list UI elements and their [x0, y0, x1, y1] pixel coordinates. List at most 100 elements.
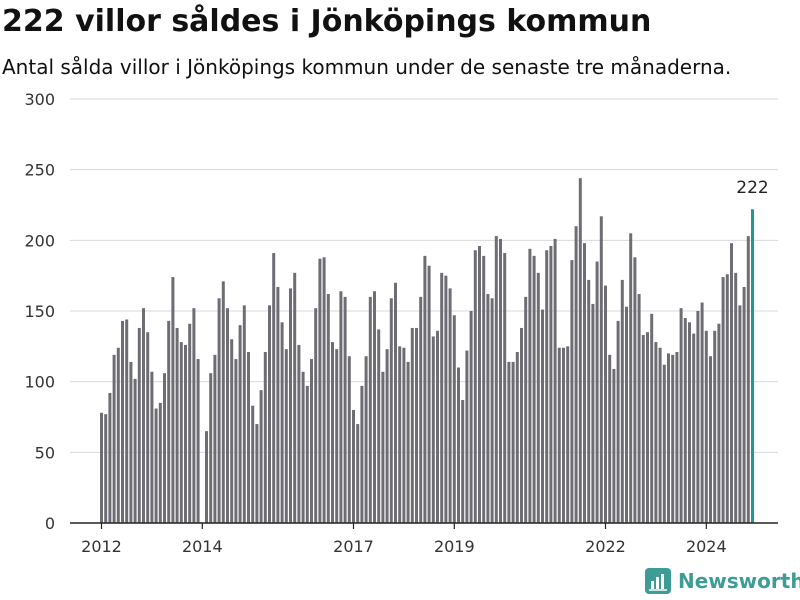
- bar: [499, 238, 502, 524]
- annotations: 222: [736, 178, 768, 198]
- bar: [217, 298, 221, 523]
- bar: [360, 385, 364, 523]
- bar: [251, 405, 255, 523]
- bar: [683, 318, 687, 523]
- bar: [465, 350, 469, 523]
- bar: [268, 305, 271, 523]
- bar: [675, 351, 679, 523]
- bar: [221, 281, 225, 523]
- bar: [570, 260, 574, 523]
- bar: [658, 347, 662, 523]
- bar: [461, 400, 465, 523]
- bar: [188, 323, 192, 523]
- bar: [108, 392, 112, 523]
- x-tick-label: 2012: [81, 537, 122, 556]
- bar: [532, 255, 536, 523]
- bar: [679, 308, 683, 523]
- bar: [209, 373, 213, 523]
- bar: [184, 344, 187, 523]
- bar: [713, 330, 717, 523]
- bar: [356, 424, 360, 523]
- bar: [368, 296, 372, 523]
- bar: [196, 359, 200, 523]
- bar: [469, 311, 473, 523]
- bar: [595, 261, 599, 523]
- bar: [175, 327, 179, 523]
- bar: [347, 356, 351, 523]
- bar: [629, 233, 633, 523]
- bar: [524, 296, 528, 523]
- bar: [255, 424, 259, 523]
- bar: [377, 329, 381, 523]
- bar: [730, 243, 733, 523]
- bar: [339, 291, 343, 523]
- bar: [125, 319, 129, 523]
- bar: [171, 277, 175, 523]
- bar: [398, 346, 402, 523]
- bar: [318, 258, 322, 523]
- bar: [536, 272, 540, 523]
- bar: [326, 294, 330, 523]
- bar: [179, 342, 183, 523]
- bar: [133, 378, 137, 523]
- bar: [272, 253, 276, 523]
- bar: [310, 359, 313, 523]
- bar: [633, 257, 637, 523]
- bar: [389, 298, 393, 523]
- x-tick-label: 2019: [434, 537, 475, 556]
- bar: [583, 243, 586, 523]
- bar: [490, 298, 494, 523]
- bar: [557, 347, 561, 523]
- y-tick-label: 0: [45, 514, 55, 533]
- bar: [528, 248, 532, 523]
- bar: [154, 408, 158, 523]
- bar: [725, 274, 729, 523]
- bar: [394, 282, 397, 523]
- bar: [331, 342, 334, 523]
- bar: [259, 390, 263, 523]
- bar-latest: [751, 209, 754, 524]
- bar: [305, 385, 309, 523]
- bar: [612, 368, 616, 523]
- bar: [322, 257, 326, 523]
- bar: [608, 354, 612, 523]
- bar: [545, 250, 549, 523]
- bar: [742, 286, 746, 523]
- bar: [520, 327, 523, 523]
- y-tick-label: 150: [24, 302, 55, 321]
- bar: [709, 356, 712, 523]
- bar: [562, 347, 565, 523]
- bar: [100, 412, 103, 523]
- bar: [242, 305, 246, 523]
- bar: [364, 356, 368, 523]
- bar: [549, 245, 553, 523]
- bar: [314, 308, 318, 523]
- bar: [373, 291, 376, 523]
- bar: [671, 354, 675, 523]
- x-axis-labels: 2012 2014 2017 2019 2022 2024: [81, 537, 727, 556]
- bar: [507, 361, 511, 523]
- bar: [646, 332, 649, 523]
- newsworthy-logo: Newsworthy: [645, 568, 800, 594]
- bar: [137, 327, 141, 523]
- bar: [234, 359, 238, 523]
- bar: [734, 272, 738, 523]
- bar: [289, 288, 292, 523]
- bar: [129, 361, 133, 523]
- chart-title: 222 villor såldes i Jönköpings kommun: [2, 4, 652, 39]
- bar: [641, 335, 645, 523]
- bar: [478, 245, 481, 523]
- bar: [700, 302, 704, 523]
- bar: [654, 342, 658, 523]
- bar: [486, 294, 490, 523]
- bar: [423, 255, 427, 523]
- x-tick-label: 2014: [182, 537, 223, 556]
- bar: [515, 351, 519, 523]
- y-tick-label: 300: [24, 90, 55, 109]
- bars: [100, 178, 754, 524]
- bar: [293, 272, 297, 523]
- bar: [226, 308, 229, 523]
- bar: [587, 279, 591, 523]
- bar: [625, 306, 628, 523]
- bar: [352, 409, 355, 523]
